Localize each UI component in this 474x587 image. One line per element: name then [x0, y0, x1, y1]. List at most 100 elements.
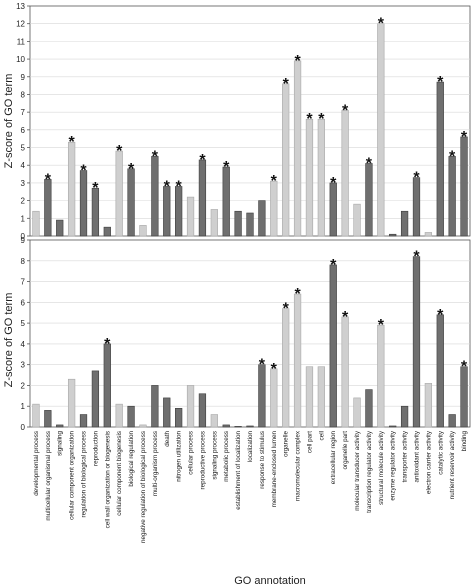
category-label: enzyme regulator activity	[390, 430, 397, 500]
bar	[400, 405, 409, 428]
category-label: metabolic process	[223, 431, 230, 482]
y-tick-label: 8	[21, 257, 26, 266]
category-label: extracellular region	[330, 431, 337, 485]
category-label: cell part	[306, 431, 313, 453]
significance-star: *	[45, 171, 52, 188]
significance-star: *	[104, 336, 111, 353]
bar	[400, 210, 409, 237]
plot-frame	[29, 5, 471, 237]
bar	[329, 182, 337, 237]
y-tick-label: 0	[21, 423, 26, 432]
bar	[377, 324, 385, 428]
y-tick-label: 13	[16, 2, 25, 11]
category-label: nutrient reservoir activity	[449, 430, 456, 499]
significance-star: *	[223, 159, 230, 176]
significance-star: *	[271, 173, 278, 190]
bar	[293, 60, 302, 237]
y-tick-label: 6	[21, 298, 26, 307]
significance-star: *	[152, 148, 159, 165]
significance-star: *	[271, 361, 278, 378]
category-label: membrane-enclosed lumen	[271, 431, 278, 508]
category-label: structural molecule activity	[378, 430, 385, 505]
category-label: transcription regulator activity	[366, 430, 373, 513]
significance-star: *	[437, 307, 444, 324]
significance-star: *	[378, 16, 385, 33]
bar	[44, 179, 52, 237]
significance-star: *	[449, 148, 456, 165]
significance-star: *	[259, 357, 266, 374]
significance-star: *	[294, 286, 301, 303]
significance-star: *	[413, 249, 420, 266]
bar	[79, 170, 88, 237]
category-label: localization	[247, 431, 254, 463]
bar	[305, 118, 314, 237]
category-label: nitrogen utilization	[176, 431, 183, 482]
bar	[198, 159, 207, 237]
bar	[67, 378, 76, 428]
significance-star: *	[306, 111, 313, 128]
bar	[163, 186, 171, 237]
category-label: cell wall organization or biogenesis	[104, 431, 111, 528]
bar	[198, 393, 207, 428]
bar	[436, 314, 444, 428]
bar	[234, 210, 242, 237]
bar	[139, 424, 147, 428]
bar	[115, 150, 123, 237]
bar	[460, 366, 468, 428]
bar	[246, 425, 254, 428]
y-tick-label: 0	[21, 232, 26, 241]
category-label: death	[164, 431, 171, 447]
y-tick-label: 4	[21, 340, 26, 349]
bar	[329, 264, 337, 428]
bar	[282, 83, 290, 237]
bar	[163, 397, 171, 428]
category-label: signaling	[57, 431, 64, 456]
bar	[103, 343, 111, 428]
significance-star: *	[330, 257, 337, 274]
bar	[270, 180, 278, 237]
significance-star: *	[199, 152, 206, 169]
category-label: macromolecular complex	[295, 430, 302, 501]
x-axis-title: GO annotation	[234, 575, 306, 587]
bar	[293, 293, 302, 428]
significance-star: *	[80, 163, 87, 180]
significance-star: *	[342, 309, 349, 326]
significance-star: *	[461, 359, 468, 376]
bar	[412, 177, 421, 237]
plot-frame	[29, 239, 471, 428]
significance-star: *	[461, 129, 468, 146]
bar	[115, 403, 123, 428]
bar	[186, 196, 195, 237]
bar	[222, 424, 230, 428]
bar	[79, 414, 88, 428]
significance-star: *	[378, 317, 385, 334]
significance-star: *	[176, 178, 183, 195]
category-label: establishment of localization	[235, 431, 242, 510]
y-tick-label: 9	[21, 236, 26, 245]
bar	[175, 407, 183, 428]
y-tick-label: 1	[21, 402, 26, 411]
category-labels: developmental process multicellular organ…	[33, 430, 468, 543]
y-tick-label: 3	[21, 361, 26, 370]
bar	[67, 141, 76, 237]
bar	[317, 366, 325, 428]
category-label: cellular component biogenesis	[116, 431, 123, 516]
category-label: molecular transducer activity	[354, 430, 361, 511]
y-tick-label: 7	[21, 278, 26, 287]
significance-star: *	[283, 301, 290, 318]
y-tick-label: 1	[21, 214, 26, 223]
bar	[139, 225, 147, 237]
bar	[127, 168, 135, 237]
category-label: electron carrier activity	[425, 430, 432, 494]
bar	[44, 410, 52, 428]
y-tick-label: 8	[21, 90, 26, 99]
bar	[91, 187, 100, 237]
significance-star: *	[366, 155, 373, 172]
y-tick-label: 11	[17, 37, 26, 46]
bar	[353, 203, 361, 237]
bar	[246, 212, 254, 237]
bar	[389, 233, 397, 237]
y-tick-label: 3	[21, 179, 26, 188]
significance-star: *	[413, 170, 420, 187]
